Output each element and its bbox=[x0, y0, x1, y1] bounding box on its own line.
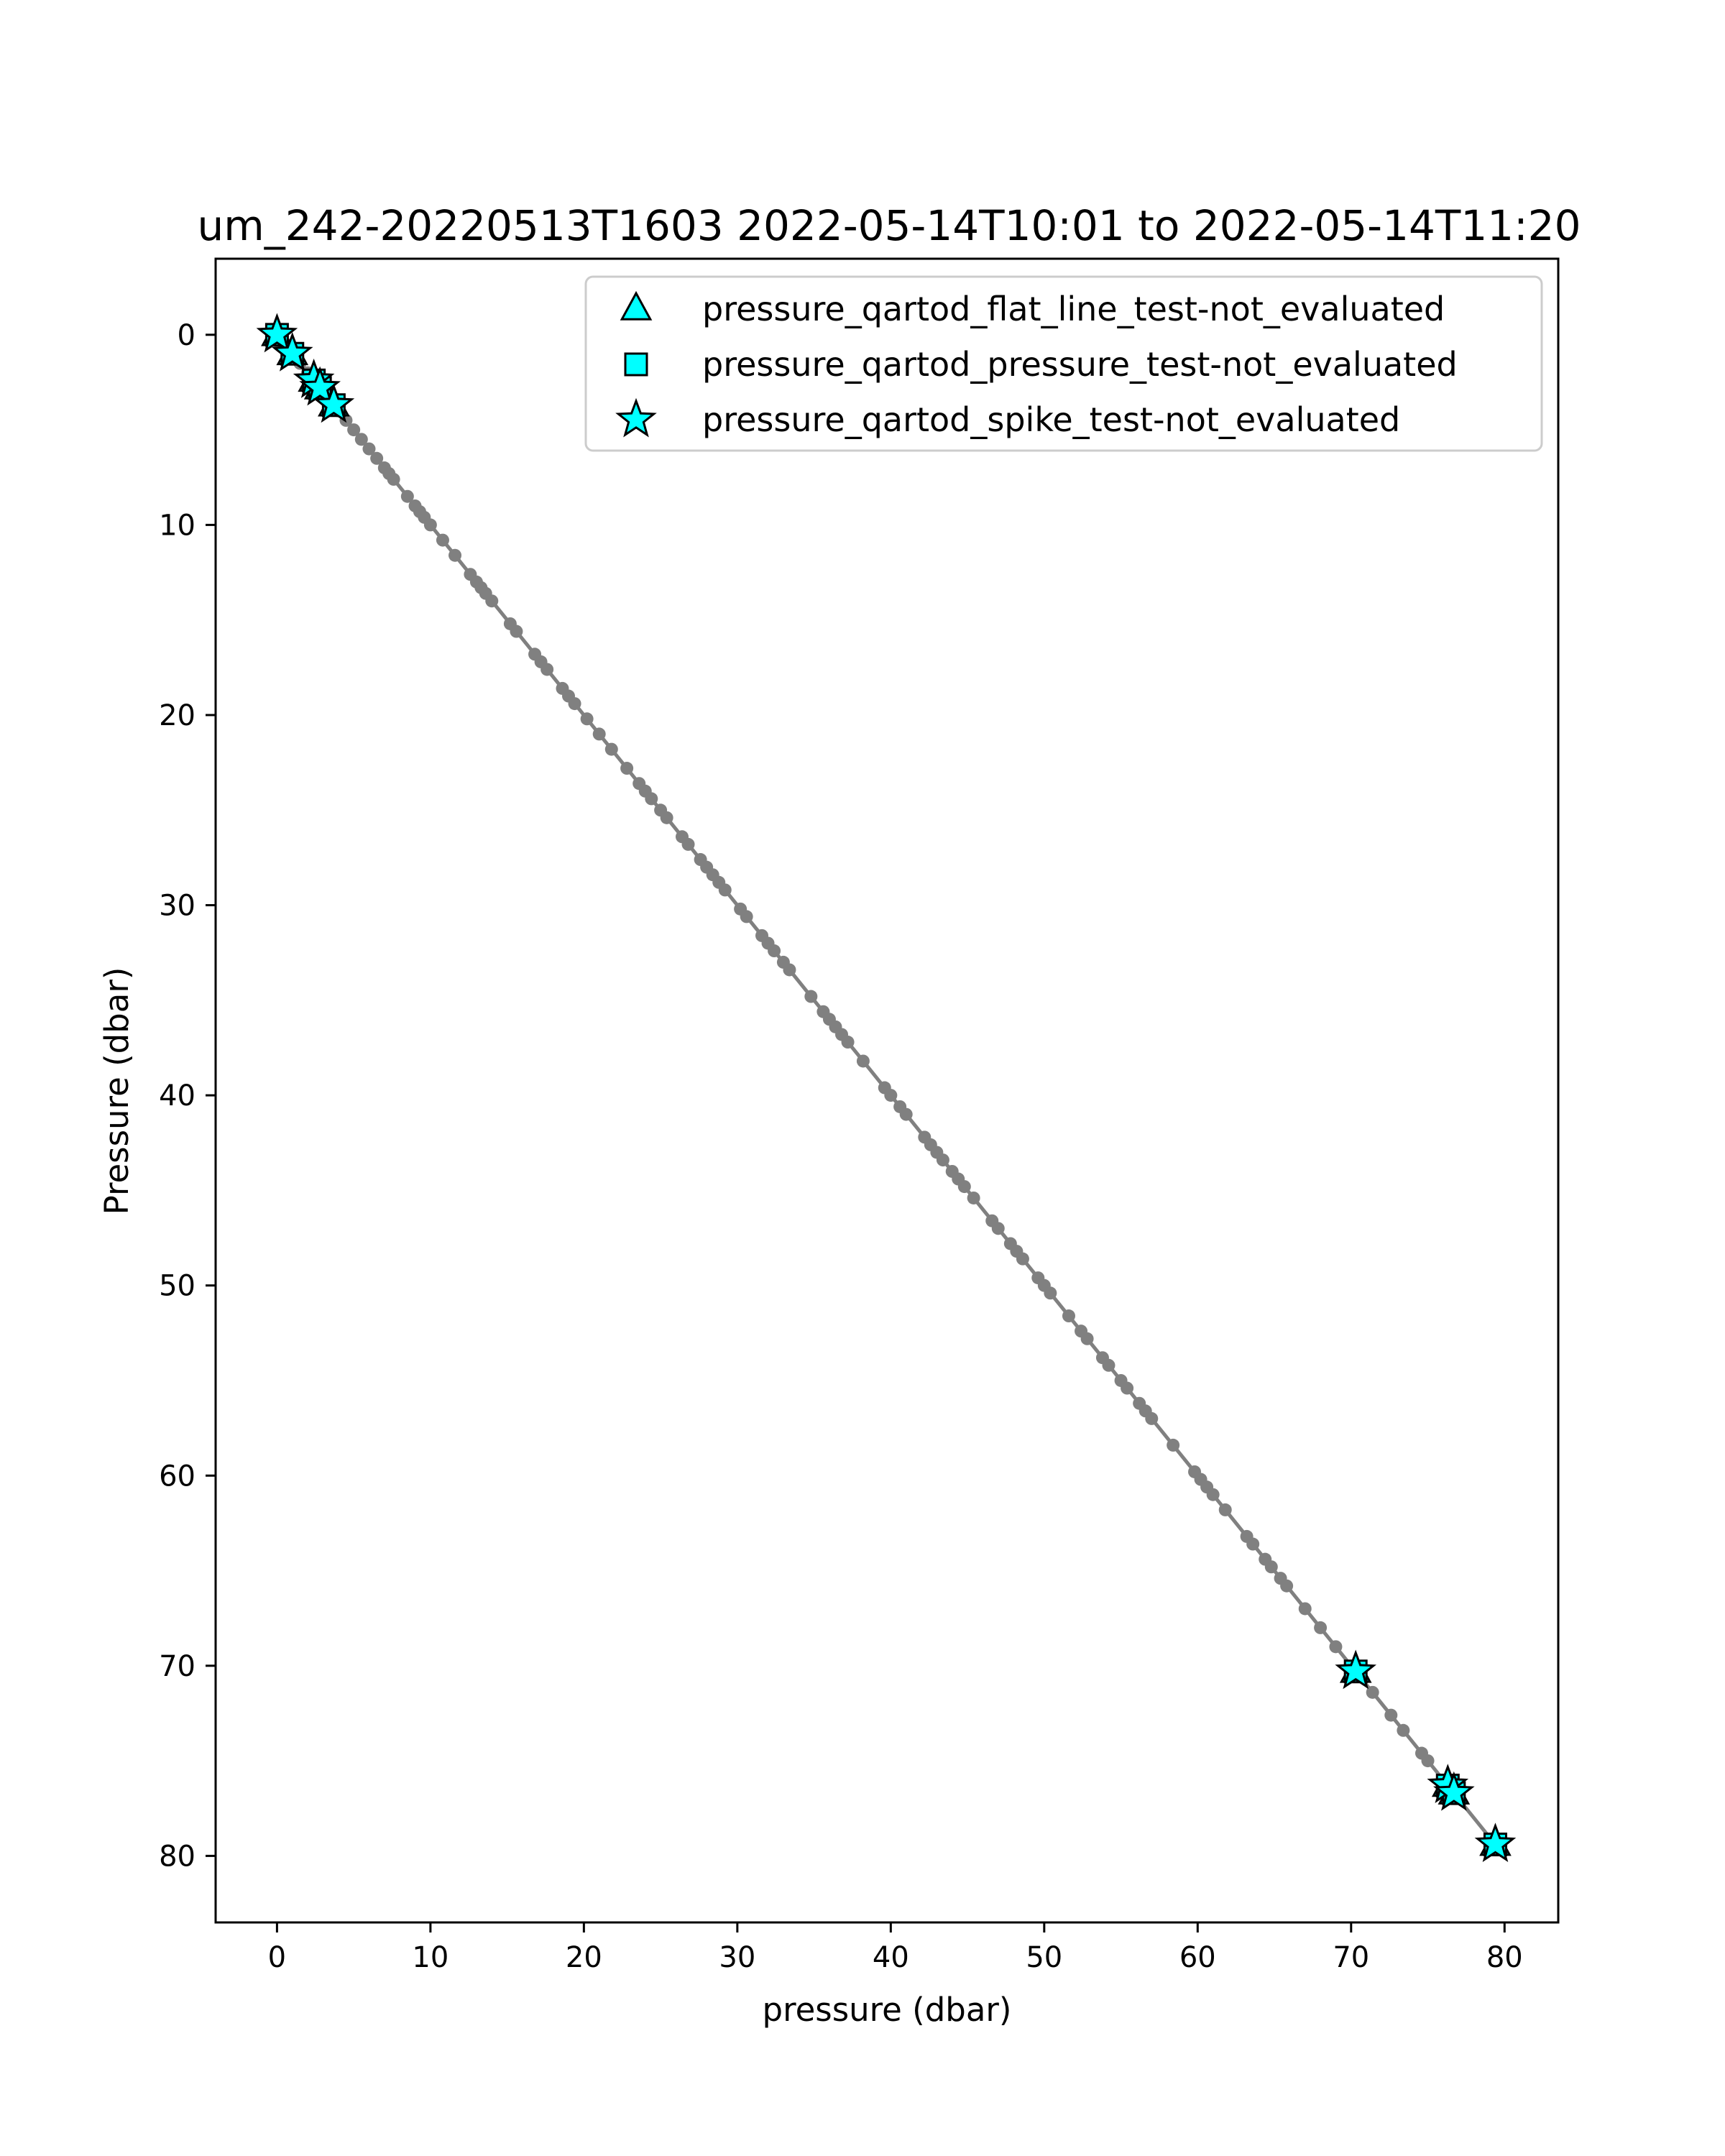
plot-area bbox=[256, 313, 1517, 1863]
axes-frame bbox=[214, 257, 1560, 1924]
profile-point bbox=[1280, 1579, 1294, 1593]
x-tick-label: 30 bbox=[719, 1941, 755, 1974]
profile-point bbox=[991, 1222, 1005, 1235]
chart-title: um_242-20220513T1603 2022-05-14T10:01 to… bbox=[198, 201, 1581, 250]
x-tick-label: 50 bbox=[1026, 1941, 1062, 1974]
y-tick-label: 20 bbox=[159, 699, 196, 732]
profile-point bbox=[1044, 1286, 1057, 1300]
profile-point bbox=[899, 1107, 913, 1121]
profile-point bbox=[423, 518, 437, 532]
profile-point bbox=[1080, 1332, 1094, 1345]
y-tick-label: 80 bbox=[159, 1840, 196, 1873]
profile-point bbox=[1246, 1537, 1260, 1551]
profile-point bbox=[362, 442, 376, 456]
legend-entry: pressure_qartod_flat_line_test-not_evalu… bbox=[702, 290, 1445, 328]
profile-point bbox=[768, 944, 781, 958]
star-marker bbox=[1474, 1823, 1517, 1863]
profile-point bbox=[436, 533, 449, 547]
profile-point bbox=[354, 433, 368, 446]
profile-point bbox=[1397, 1723, 1410, 1737]
profile-point bbox=[448, 548, 462, 562]
series-star bbox=[256, 313, 1517, 1863]
star-marker bbox=[256, 313, 298, 353]
x-axis-label: pressure (dbar) bbox=[763, 1991, 1012, 2029]
profile-point bbox=[681, 837, 695, 851]
profile-point bbox=[1145, 1411, 1159, 1425]
profile-point bbox=[957, 1180, 971, 1194]
profile-point bbox=[1206, 1488, 1220, 1501]
profile-point bbox=[540, 663, 554, 676]
profile-point bbox=[400, 489, 414, 503]
x-tick-label: 60 bbox=[1179, 1941, 1216, 1974]
y-tick-label: 60 bbox=[159, 1460, 196, 1493]
profile-point bbox=[510, 625, 523, 638]
profile-point bbox=[856, 1054, 870, 1068]
legend-triangle-icon bbox=[620, 290, 653, 321]
legend: pressure_qartod_flat_line_test-not_evalu… bbox=[584, 275, 1543, 452]
profile-point bbox=[592, 727, 606, 741]
profile-point bbox=[580, 712, 594, 726]
profile-point bbox=[1062, 1309, 1075, 1323]
x-tick-label: 20 bbox=[566, 1941, 602, 1974]
profile-point bbox=[1314, 1621, 1328, 1634]
legend-square-icon bbox=[624, 352, 648, 377]
profile-point bbox=[783, 963, 796, 977]
profile-point bbox=[804, 990, 818, 1003]
profile-point bbox=[645, 792, 658, 806]
star-marker bbox=[1335, 1649, 1377, 1690]
y-axis-label: Pressure (dbar) bbox=[98, 967, 136, 1215]
profile-point bbox=[1366, 1685, 1379, 1699]
profile-point bbox=[740, 910, 753, 923]
profile-point bbox=[347, 423, 361, 437]
profile-point bbox=[1264, 1560, 1278, 1574]
y-tick-label: 50 bbox=[159, 1270, 196, 1303]
y-tick-label: 0 bbox=[178, 319, 196, 352]
x-tick-label: 80 bbox=[1486, 1941, 1523, 1974]
profile-point bbox=[620, 762, 634, 775]
y-tick-label: 70 bbox=[159, 1650, 196, 1683]
legend-box bbox=[584, 275, 1543, 452]
profile-point bbox=[604, 742, 618, 756]
x-tick-label: 70 bbox=[1333, 1941, 1369, 1974]
profile-point bbox=[568, 697, 581, 711]
profile-point bbox=[1102, 1358, 1116, 1372]
y-tick-label: 40 bbox=[159, 1079, 196, 1112]
x-tick-label: 10 bbox=[412, 1941, 448, 1974]
profile-point bbox=[884, 1089, 898, 1102]
legend-entry: pressure_qartod_pressure_test-not_evalua… bbox=[702, 345, 1458, 384]
profile-point bbox=[485, 594, 499, 608]
profile-point bbox=[841, 1036, 855, 1049]
legend-entry: pressure_qartod_spike_test-not_evaluated bbox=[702, 400, 1400, 439]
y-tick-label: 10 bbox=[159, 509, 196, 542]
x-axis: 0 10 20 30 40 50 60 70 80 bbox=[268, 1922, 1523, 1974]
profile-point bbox=[1016, 1252, 1029, 1266]
profile-point bbox=[967, 1191, 980, 1204]
profile-point bbox=[1384, 1708, 1398, 1722]
star-marker bbox=[271, 332, 313, 372]
profile-point bbox=[1167, 1438, 1180, 1452]
star-marker bbox=[1433, 1771, 1475, 1811]
profile-point bbox=[660, 811, 673, 824]
legend-star-icon bbox=[615, 397, 657, 438]
profile-point bbox=[718, 883, 732, 897]
profile-point bbox=[387, 472, 400, 486]
star-marker bbox=[299, 366, 341, 406]
profile-point bbox=[370, 451, 384, 465]
x-tick-label: 40 bbox=[873, 1941, 909, 1974]
profile-point bbox=[1421, 1754, 1435, 1768]
profile-point bbox=[1298, 1602, 1312, 1616]
x-tick-label: 0 bbox=[268, 1941, 286, 1974]
y-axis: 0 10 20 30 40 50 60 70 80 bbox=[159, 319, 216, 1873]
profile-point bbox=[1218, 1503, 1232, 1516]
star-marker bbox=[313, 383, 355, 423]
profile-point bbox=[936, 1153, 949, 1167]
y-tick-label: 30 bbox=[159, 890, 196, 923]
profile-point bbox=[1329, 1640, 1343, 1654]
profile-point bbox=[1121, 1381, 1134, 1395]
